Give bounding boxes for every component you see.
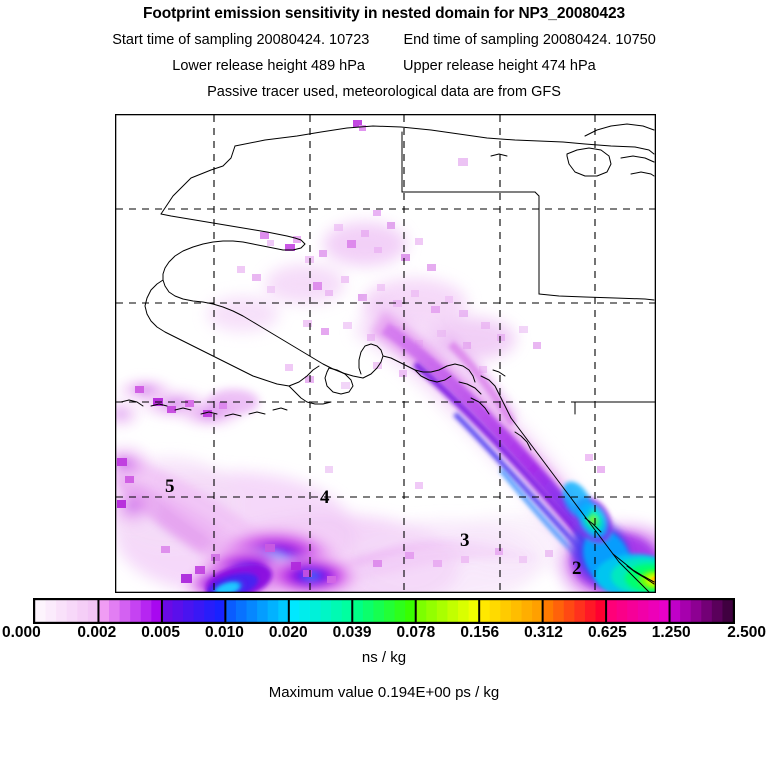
colorbar-tick-0: 0.000: [2, 624, 41, 641]
region-label-2: 2: [572, 558, 582, 579]
release-height-row: Lower release height 489 hPa Upper relea…: [0, 58, 768, 74]
region-label-4: 4: [320, 487, 330, 508]
colorbar-tick-6: 0.078: [396, 624, 436, 641]
colorbar-tick-10: 1.250: [651, 624, 691, 641]
lower-release-height-label: Lower release height 489 hPa: [172, 58, 365, 74]
colorbar-tick-7: 0.156: [460, 624, 500, 641]
start-time-label: Start time of sampling 20080424. 10723: [112, 32, 370, 48]
diffuse-haze: [207, 222, 516, 361]
pacific-plume-detail: [161, 454, 605, 583]
colorbar-tick-3: 0.010: [205, 624, 244, 641]
gridlines: [116, 115, 655, 592]
page-title: Footprint emission sensitivity in nested…: [143, 5, 625, 22]
source-region: [561, 481, 655, 592]
footprint-field: 5 4 3 2: [116, 115, 655, 592]
colorbar-tick-9: 0.625: [587, 624, 627, 641]
colorbar-tick-labels: 0.000 0.002 0.005 0.010 0.020 0.039 0.078 0.156…: [0, 624, 768, 646]
region-label-5: 5: [165, 476, 175, 497]
colorbar-tick-5: 0.039: [332, 624, 372, 641]
map-plot-panel: 5 4 3 2: [115, 114, 656, 593]
plot-frame: [115, 114, 656, 593]
upper-release-height-label: Upper release height 474 hPa: [403, 58, 596, 74]
colorbar-unit-label: ns / kg: [361, 649, 407, 666]
colorbar-tick-8: 0.312: [524, 624, 563, 641]
region-labels: 5 4 3 2: [165, 476, 582, 579]
coastal-branch: [438, 331, 519, 427]
colorbar-svg: [33, 598, 735, 624]
footprint-map: 5 4 3 2: [115, 114, 656, 593]
end-time-label: End time of sampling 20080424. 10750: [403, 32, 656, 48]
colorbar-tick-4: 0.020: [268, 624, 308, 641]
colorbar-tick-11: 2.500: [727, 624, 766, 641]
colorbar-tick-2: 0.005: [141, 624, 181, 641]
colorbar-tick-1: 0.002: [77, 624, 117, 641]
region-label-3: 3: [460, 530, 470, 551]
sampling-time-row: Start time of sampling 20080424. 10723 E…: [0, 32, 768, 48]
tracer-description-label: Passive tracer used, meteorological data…: [207, 84, 561, 100]
colorbar-frame: [33, 598, 735, 624]
pacific-plume-core: [206, 563, 272, 592]
maximum-value-label: Maximum value 0.194E+00 ps / kg: [268, 684, 500, 701]
colorbar-segments: [35, 600, 734, 622]
left-edge-cells: [117, 458, 134, 508]
colorbar: [33, 598, 735, 624]
